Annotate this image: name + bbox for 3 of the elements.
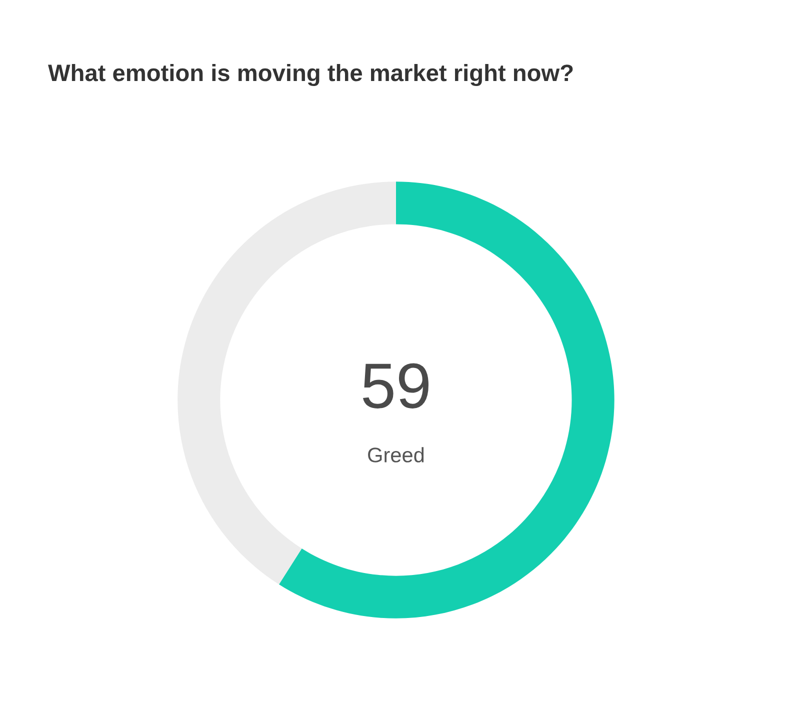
data-label: 59: [362, 363, 428, 408]
slice-label: Greed: [368, 447, 424, 462]
chart-title: What emotion is moving the market right now?: [48, 64, 573, 86]
